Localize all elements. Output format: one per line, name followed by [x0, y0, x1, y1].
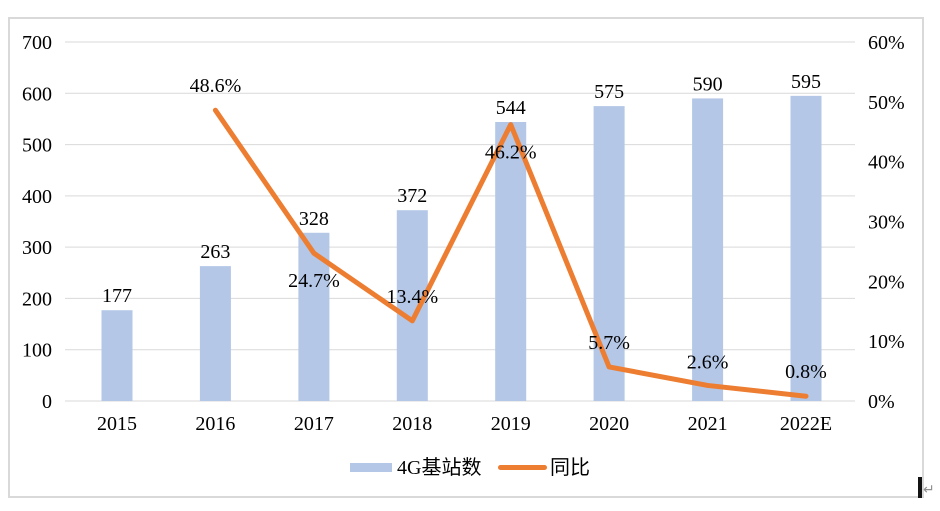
chart-legend: 4G基站数 同比	[348, 455, 598, 481]
x-axis-label: 2016	[195, 413, 235, 435]
x-axis-label: 2022E	[780, 413, 832, 435]
left-axis-tick: 600	[22, 83, 52, 105]
legend-line-label: 同比	[550, 457, 590, 479]
right-axis-tick: 40%	[868, 152, 905, 174]
right-axis-tick: 10%	[868, 331, 905, 353]
right-axis-tick: 30%	[868, 212, 905, 234]
line-value-label: 46.2%	[485, 142, 537, 164]
bar-value-label: 177	[102, 285, 132, 307]
left-axis-tick: 0	[42, 391, 52, 413]
bar-2016	[199, 266, 231, 401]
right-axis-tick: 20%	[868, 271, 905, 293]
left-axis-tick: 500	[22, 135, 52, 157]
legend-bar-swatch	[350, 463, 392, 472]
left-axis-tick: 300	[22, 237, 52, 259]
x-axis-label: 2019	[491, 413, 531, 435]
bar-value-label: 595	[791, 71, 821, 93]
line-value-label: 13.4%	[386, 286, 438, 308]
line-value-label: 5.7%	[588, 332, 630, 354]
bar-2022E	[790, 95, 822, 401]
x-axis-label: 2017	[294, 413, 334, 435]
bar-value-label: 263	[200, 241, 230, 263]
bar-2015	[101, 310, 133, 401]
x-axis-label: 2021	[688, 413, 728, 435]
bar-value-label: 575	[594, 81, 624, 103]
chart-frame[interactable]	[8, 17, 924, 498]
bar-value-label: 328	[299, 208, 329, 230]
left-axis-tick: 100	[22, 340, 52, 362]
line-value-label: 48.6%	[190, 75, 242, 97]
x-axis-label: 2020	[589, 413, 629, 435]
legend-line-swatch	[498, 465, 547, 470]
bar-2020	[593, 106, 625, 401]
return-mark-icon: ↵	[923, 482, 935, 498]
bar-2021	[692, 98, 724, 402]
right-axis-tick: 50%	[868, 92, 905, 114]
line-value-label: 24.7%	[288, 270, 340, 292]
left-axis-tick: 700	[22, 32, 52, 54]
x-axis-label: 2015	[97, 413, 137, 435]
line-value-label: 0.8%	[785, 361, 827, 383]
left-axis-tick: 200	[22, 288, 52, 310]
text-cursor[interactable]	[918, 477, 922, 498]
x-axis-label: 2018	[392, 413, 432, 435]
bar-value-label: 372	[397, 185, 427, 207]
legend-bar-label: 4G基站数	[397, 457, 482, 479]
bar-2019	[495, 122, 527, 402]
bar-value-label: 590	[693, 73, 723, 95]
line-series	[212, 107, 809, 399]
bar-value-label: 544	[496, 97, 526, 119]
right-axis-tick: 0%	[868, 391, 895, 413]
right-axis-tick: 60%	[868, 32, 905, 54]
line-value-label: 2.6%	[687, 351, 729, 373]
left-axis-tick: 400	[22, 186, 52, 208]
